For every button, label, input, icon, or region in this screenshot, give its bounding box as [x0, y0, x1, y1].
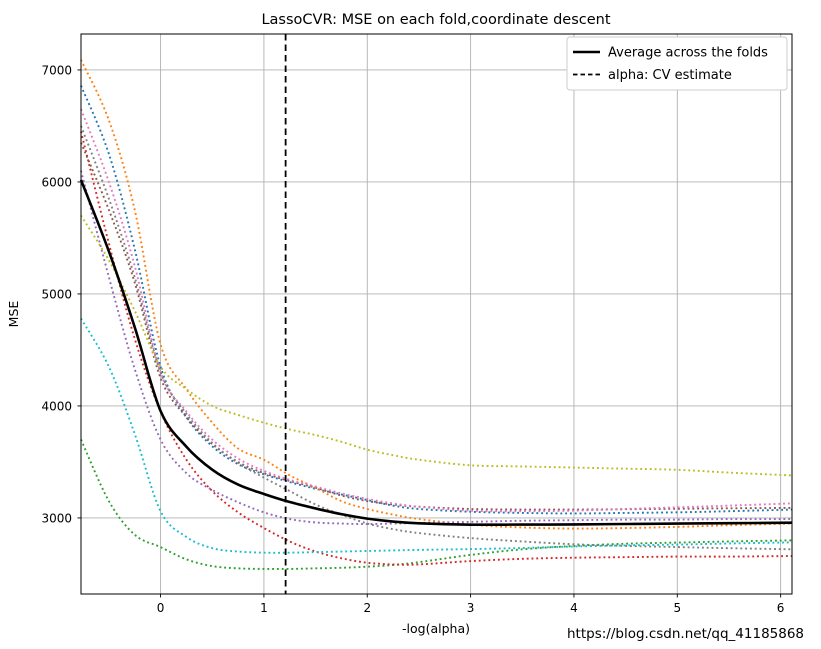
fold-curve-fold-1 [80, 85, 793, 515]
fold-curve-fold-2 [80, 59, 793, 530]
axes: 0 1 2 3 4 5 6 3000 4000 5000 6000 7000 [41, 63, 784, 615]
plot-spines [80, 33, 793, 595]
x-tick-label: 2 [363, 601, 371, 615]
x-axis-label: -log(alpha) [402, 621, 470, 636]
x-tick-label: 0 [157, 601, 165, 615]
x-tick-label: 4 [570, 601, 578, 615]
legend: Average across the folds alpha: CV estim… [566, 36, 788, 91]
x-tick-label: 3 [467, 601, 475, 615]
x-tick-label: 1 [260, 601, 268, 615]
fold-curve-fold-7 [80, 108, 793, 513]
y-tick-label: 3000 [41, 511, 72, 525]
fold-curve-fold-9 [80, 215, 793, 477]
chart-title: LassoCVR: MSE on each fold,coordinate de… [261, 12, 610, 28]
y-tick-label: 7000 [41, 63, 72, 77]
y-axis-label: MSE [6, 301, 21, 328]
watermark: https://blog.csdn.net/qq_41185868 [567, 626, 804, 642]
average-curve [79, 179, 793, 527]
y-tick-label: 5000 [41, 287, 72, 301]
legend-label-cv-estimate: alpha: CV estimate [608, 68, 732, 83]
legend-box [566, 36, 788, 91]
x-tick-label: 5 [673, 601, 681, 615]
legend-label-average: Average across the folds [608, 46, 768, 61]
plot-area [81, 34, 792, 594]
x-tick-label: 6 [777, 601, 785, 615]
y-tick-label: 4000 [41, 399, 72, 413]
fold-curve-fold-3 [80, 439, 793, 570]
average-line [79, 179, 793, 527]
fold-curve-fold-4 [80, 131, 793, 566]
y-tick-label: 6000 [41, 175, 72, 189]
